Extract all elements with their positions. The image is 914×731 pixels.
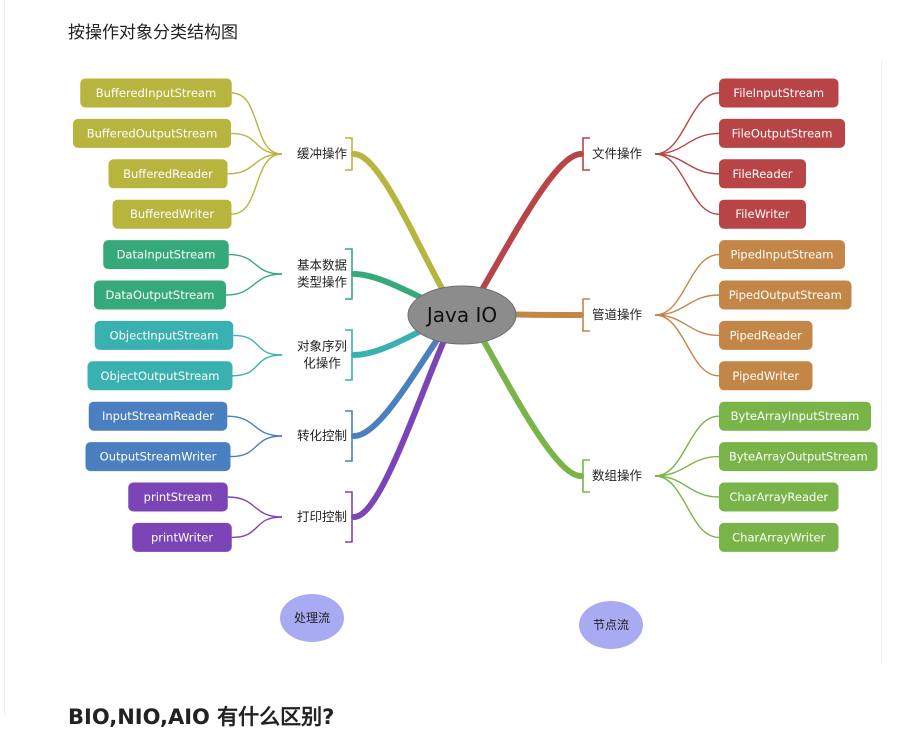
node-bufferedinputstream: BufferedInputStream: [80, 79, 232, 108]
node-objectoutputstream: ObjectOutputStream: [88, 361, 233, 390]
svg-text:PipedOutputStream: PipedOutputStream: [729, 288, 842, 302]
node-bytearrayoutputstream: ByteArrayOutputStream: [719, 442, 878, 471]
node-bufferedreader: BufferedReader: [109, 159, 228, 188]
category-right-2: 管道操作: [592, 307, 643, 322]
leaf-link-datainputstream: [229, 255, 282, 274]
svg-text:BufferedWriter: BufferedWriter: [130, 207, 214, 221]
bottom-heading: BIO,NIO,AIO 有什么区别?: [68, 701, 334, 731]
leaf-link-chararraywriter: [655, 476, 719, 537]
node-printstream: printStream: [128, 483, 228, 512]
svg-text:DataInputStream: DataInputStream: [117, 248, 216, 262]
node-outputstreamwriter: OutputStreamWriter: [86, 442, 231, 471]
svg-text:节点流: 节点流: [593, 618, 629, 632]
node-pipedinputstream: PipedInputStream: [719, 240, 845, 269]
java-io-mindmap: BufferedInputStream BufferedOutputStream B…: [0, 0, 914, 716]
leaf-link-objectinputstream: [233, 335, 282, 355]
node-bufferedwriter: BufferedWriter: [113, 200, 232, 229]
svg-text:InputStreamReader: InputStreamReader: [102, 409, 214, 423]
leaf-link-dataoutputstream: [226, 274, 282, 295]
svg-text:ByteArrayInputStream: ByteArrayInputStream: [731, 409, 860, 423]
category-left-1: 缓冲操作: [297, 146, 348, 161]
trunk-5: [354, 313, 456, 517]
category-left-3: 对象序列化操作: [297, 339, 347, 371]
svg-text:FileOutputStream: FileOutputStream: [732, 126, 833, 140]
node-chararrayreader: CharArrayReader: [719, 483, 839, 512]
leaf-link-bufferedoutputstream: [231, 133, 282, 154]
node-printwriter: printWriter: [132, 523, 232, 552]
svg-text:ByteArrayOutputStream: ByteArrayOutputStream: [729, 450, 868, 464]
node-filereader: FileReader: [719, 159, 806, 188]
node-pipedwriter: PipedWriter: [719, 361, 813, 390]
svg-text:ObjectInputStream: ObjectInputStream: [110, 328, 219, 342]
svg-text:PipedInputStream: PipedInputStream: [731, 248, 834, 262]
svg-text:OutputStreamWriter: OutputStreamWriter: [100, 450, 217, 464]
node-inputstreamreader: InputStreamReader: [89, 402, 228, 431]
svg-text:CharArrayWriter: CharArrayWriter: [732, 530, 825, 544]
svg-text:处理流: 处理流: [294, 611, 330, 625]
leaf-link-fileinputstream: [655, 93, 719, 154]
leaf-link-printwriter: [232, 517, 282, 537]
node-fileoutputstream: FileOutputStream: [719, 119, 845, 148]
leaf-link-inputstreamreader: [227, 416, 282, 436]
leaf-link-objectoutputstream: [233, 355, 283, 376]
svg-text:FileReader: FileReader: [733, 167, 793, 181]
bracket-right-2: [583, 299, 590, 331]
node-datainputstream: DataInputStream: [103, 240, 229, 269]
bracket-right-3: [583, 460, 590, 492]
node-dataoutputstream: DataOutputStream: [94, 281, 226, 310]
center-label: Java IO: [425, 303, 497, 327]
category-left-2: 基本数据类型操作: [297, 258, 348, 290]
leaf-link-pipedinputstream: [655, 255, 719, 315]
svg-text:printWriter: printWriter: [151, 530, 213, 544]
leaf-link-outputstreamwriter: [231, 436, 283, 457]
node-bufferedoutputstream: BufferedOutputStream: [73, 119, 231, 148]
legend-processing-stream: 处理流: [280, 594, 344, 642]
svg-text:CharArrayReader: CharArrayReader: [729, 490, 828, 504]
node-chararraywriter: CharArrayWriter: [719, 523, 839, 552]
node-fileinputstream: FileInputStream: [719, 79, 839, 108]
svg-text:BufferedOutputStream: BufferedOutputStream: [87, 126, 218, 140]
svg-text:PipedReader: PipedReader: [730, 328, 803, 342]
svg-text:FileInputStream: FileInputStream: [733, 86, 824, 100]
bracket-right-1: [583, 138, 590, 170]
svg-text:FileWriter: FileWriter: [735, 207, 790, 221]
node-pipedoutputstream: PipedOutputStream: [719, 281, 852, 310]
legend-node-stream: 节点流: [579, 601, 643, 649]
category-right-1: 文件操作: [592, 146, 643, 161]
bracket-left-3: [345, 330, 352, 380]
leaf-link-filewriter: [655, 154, 719, 214]
category-left-4: 转化控制: [297, 428, 347, 443]
svg-text:BufferedInputStream: BufferedInputStream: [96, 86, 216, 100]
node-bytearrayinputstream: ByteArrayInputStream: [719, 402, 871, 431]
node-pipedreader: PipedReader: [719, 321, 813, 350]
leaf-link-bufferedreader: [228, 154, 283, 174]
leaf-link-pipedwriter: [655, 315, 719, 376]
svg-text:PipedWriter: PipedWriter: [732, 369, 799, 383]
node-filewriter: FileWriter: [719, 200, 806, 229]
node-objectinputstream: ObjectInputStream: [95, 321, 234, 350]
category-right-3: 数组操作: [592, 468, 643, 483]
category-left-5: 打印控制: [297, 509, 347, 524]
svg-text:BufferedReader: BufferedReader: [123, 167, 213, 181]
leaf-link-printstream: [228, 497, 282, 517]
center-node: Java IO: [408, 286, 516, 344]
svg-text:ObjectOutputStream: ObjectOutputStream: [100, 369, 219, 383]
svg-text:DataOutputStream: DataOutputStream: [105, 288, 214, 302]
svg-text:printStream: printStream: [144, 490, 213, 504]
